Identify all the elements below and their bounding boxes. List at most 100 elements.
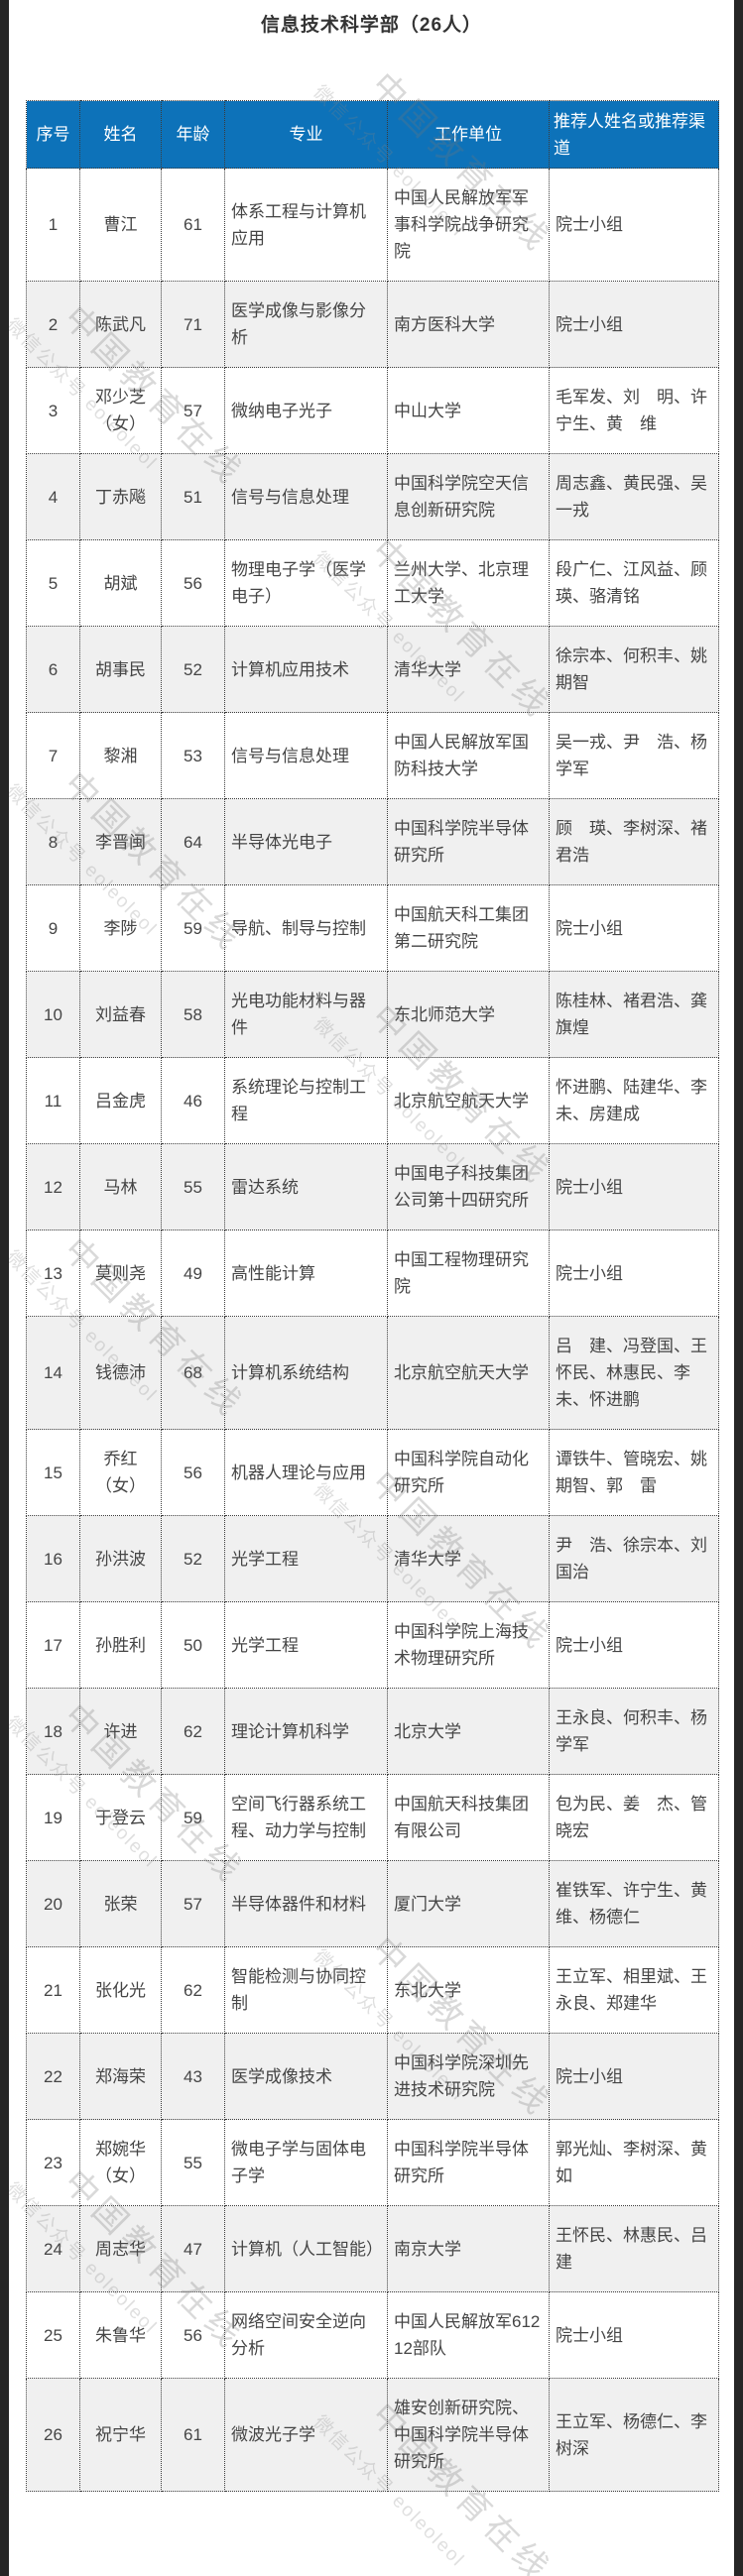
table-row: 11 吕金虎 46 系统理论与控制工程 北京航空航天大学 怀进鹏、陆建华、李 未、房建成 — [26, 1057, 724, 1144]
cell-recommender: 陈桂林、褚君浩、龚旗煌 — [549, 971, 719, 1058]
cell-name: 陈武凡 — [79, 281, 162, 368]
cell-name: 周志华 — [79, 2205, 162, 2292]
cell-age: 56 — [161, 1429, 225, 1516]
cell-no: 14 — [26, 1316, 80, 1430]
cell-age: 50 — [161, 1601, 225, 1689]
cell-age: 68 — [161, 1316, 225, 1430]
cell-major: 半导体光电子 — [224, 798, 388, 885]
cell-recommender: 王怀民、林惠民、吕 建 — [549, 2205, 724, 2292]
cell-recommender: 院士小组 — [549, 1143, 719, 1230]
cell-age: 55 — [161, 2119, 225, 2206]
cell-name: 李晋闽 — [79, 798, 162, 885]
right-edge-strip — [734, 0, 743, 2576]
cell-age: 62 — [161, 1688, 225, 1775]
cell-age: 56 — [161, 539, 225, 627]
cell-no: 15 — [26, 1429, 80, 1516]
cell-no: 17 — [26, 1601, 80, 1689]
cell-name: 郑婉华（女） — [79, 2119, 162, 2206]
cell-no: 26 — [26, 2378, 80, 2492]
cell-unit: 中国人民解放军军事科学院战争研究院 — [387, 168, 550, 282]
table-header: 序号 姓名 年龄 专业 工作单位 推荐人姓名或推荐渠道 — [26, 100, 719, 169]
cell-age: 46 — [161, 1057, 225, 1144]
cell-recommender: 包为民、姜 杰、管晓宏 — [549, 1774, 719, 1861]
table-row: 21 张化光 62 智能检测与协同控制 东北大学 王立军、相里斌、王永良、郑建华 — [26, 1946, 719, 2034]
table-row: 26 祝宁华 61 微波光子学 雄安创新研究院、中国科学院半导体研究所 王立军、杨德仁、李… — [26, 2378, 719, 2492]
cell-recommender: 周志鑫、黄民强、吴一戎 — [549, 453, 719, 540]
cell-major: 光学工程 — [224, 1601, 388, 1689]
cell-recommender: 院士小组 — [549, 2291, 719, 2379]
cell-recommender: 王立军、相里斌、王永良、郑建华 — [549, 1946, 719, 2034]
cell-major: 微电子学与固体电子学 — [224, 2119, 388, 2206]
cell-recommender: 徐宗本、何积丰、姚期智 — [549, 626, 719, 713]
cell-major: 高性能计算 — [224, 1229, 388, 1317]
cell-unit: 中国航天科工集团第二研究院 — [387, 884, 550, 972]
cell-unit: 南方医科大学 — [387, 281, 550, 368]
cell-major: 计算机（人工智能） — [224, 2205, 388, 2292]
cell-age: 61 — [161, 168, 225, 282]
cell-no: 2 — [26, 281, 80, 368]
cell-major: 半导体器件和材料 — [224, 1860, 388, 1947]
cell-name: 曹江 — [79, 168, 162, 282]
cell-name: 乔红（女） — [79, 1429, 162, 1516]
left-edge-strip — [0, 0, 9, 2576]
cell-name: 马林 — [79, 1143, 162, 1230]
cell-name: 莫则尧 — [79, 1229, 162, 1317]
column-header-5: 推荐人姓名或推荐渠道 — [549, 100, 719, 169]
column-header-0: 序号 — [26, 100, 80, 169]
cell-recommender: 王永良、何积丰、杨学军 — [549, 1688, 719, 1775]
cell-name: 吕金虎 — [79, 1057, 162, 1144]
cell-major: 医学成像与影像分析 — [224, 281, 388, 368]
cell-unit: 中国科学院半导体研究所 — [387, 798, 550, 885]
cell-recommender: 院士小组 — [549, 281, 719, 368]
cell-major: 光学工程 — [224, 1515, 388, 1602]
cell-major: 雷达系统 — [224, 1143, 388, 1230]
cell-age: 43 — [161, 2033, 225, 2120]
cell-unit: 兰州大学、北京理工大学 — [387, 539, 550, 627]
cell-unit: 中山大学 — [387, 367, 550, 454]
cell-name: 张荣 — [79, 1860, 162, 1947]
cell-no: 19 — [26, 1774, 80, 1861]
cell-recommender: 院士小组 — [549, 168, 719, 282]
cell-no: 18 — [26, 1688, 80, 1775]
table-row: 2 陈武凡 71 医学成像与影像分析 南方医科大学 院士小组 — [26, 281, 719, 368]
cell-no: 12 — [26, 1143, 80, 1230]
cell-unit: 中国科学院上海技术物理研究所 — [387, 1601, 550, 1689]
cell-name: 孙胜利 — [79, 1601, 162, 1689]
cell-name: 孙洪波 — [79, 1515, 162, 1602]
cell-age: 61 — [161, 2378, 225, 2492]
cell-recommender: 王立军、杨德仁、李树深 — [549, 2378, 719, 2492]
cell-no: 13 — [26, 1229, 80, 1317]
cell-age: 64 — [161, 798, 225, 885]
cell-no: 5 — [26, 539, 80, 627]
cell-no: 10 — [26, 971, 80, 1058]
cell-major: 信号与信息处理 — [224, 712, 388, 799]
cell-name: 刘益春 — [79, 971, 162, 1058]
table-row: 14 钱德沛 68 计算机系统结构 北京航空航天大学吕 建、冯登国、王怀民、林惠民、李 … — [26, 1316, 719, 1430]
cell-no: 20 — [26, 1860, 80, 1947]
page-title: 信息技术科学部（26人） — [260, 15, 483, 36]
column-header-2: 年龄 — [161, 100, 225, 169]
cell-major: 网络空间安全逆向分析 — [224, 2291, 388, 2379]
cell-age: 56 — [161, 2291, 225, 2379]
cell-no: 16 — [26, 1515, 80, 1602]
cell-recommender: 顾 瑛、李树深、褚君浩 — [549, 798, 719, 885]
cell-major: 空间飞行器系统工程、动力学与控制 — [224, 1774, 388, 1861]
table-row: 15 乔红（女） 56 机器人理论与应用 中国科学院自动化研究所 谭铁牛、管晓宏、姚期智、… — [26, 1429, 719, 1516]
cell-unit: 东北师范大学 — [387, 971, 550, 1058]
cell-major: 系统理论与控制工程 — [224, 1057, 388, 1144]
cell-recommender: 吕 建、冯登国、王怀民、林惠民、李 未、怀进鹏 — [549, 1316, 719, 1430]
table-row: 7 黎湘 53 信号与信息处理 中国人民解放军国防科技大学 吴一戎、尹 浩、杨学军 — [26, 712, 719, 799]
cell-unit: 中国电子科技集团公司第十四研究所 — [387, 1143, 550, 1230]
table-row: 24 周志华 47 计算机（人工智能） 南京大学 王怀民、林惠民、吕 建 — [26, 2205, 724, 2292]
table-row: 19 于登云 59 空间飞行器系统工程、动力学与控制 中国航天科技集团有限公司 包为民、姜… — [26, 1774, 719, 1861]
table-row: 16 孙洪波 52 光学工程 清华大学尹 浩、徐宗本、刘国治 — [26, 1515, 719, 1602]
cell-recommender: 谭铁牛、管晓宏、姚期智、郭 雷 — [549, 1429, 719, 1516]
cell-age: 58 — [161, 971, 225, 1058]
cell-age: 52 — [161, 1515, 225, 1602]
cell-age: 71 — [161, 281, 225, 368]
cell-age: 57 — [161, 367, 225, 454]
cell-name: 祝宁华 — [79, 2378, 162, 2492]
header-row: 序号 姓名 年龄 专业 工作单位 推荐人姓名或推荐渠道 — [26, 100, 719, 169]
table-row: 3 邓少芝（女） 57 微纳电子光子 中山大学 毛军发、刘 明、许宁生、黄 维 — [26, 367, 719, 454]
cell-unit: 雄安创新研究院、中国科学院半导体研究所 — [387, 2378, 550, 2492]
